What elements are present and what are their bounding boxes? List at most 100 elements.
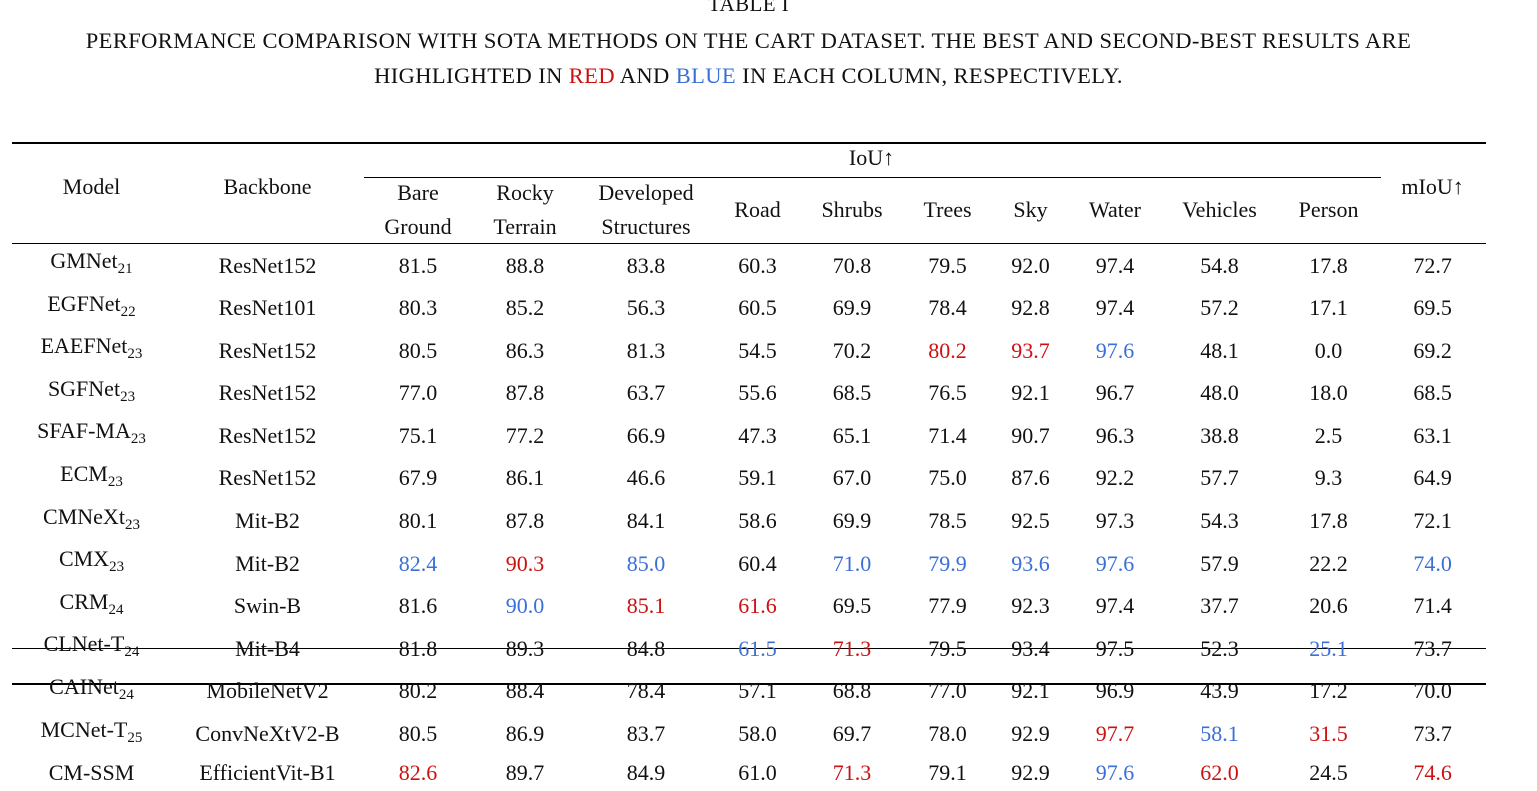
cell-backbone: EfficientVit-B1 <box>199 760 336 786</box>
header-model: Model <box>62 174 121 199</box>
cell-iou: 60.3 <box>738 252 777 278</box>
cell-iou: 17.8 <box>1309 252 1348 278</box>
header-class-line1: Developed <box>598 180 694 205</box>
cell-iou: 20.6 <box>1309 593 1348 619</box>
header-class-line1: Vehicles <box>1182 197 1257 222</box>
cell-iou: 96.7 <box>1095 380 1135 406</box>
cell-model: CLNet-T24 <box>12 627 171 670</box>
model-name: CAINet <box>49 673 119 699</box>
header-class-shrubs: Shrubs <box>801 176 903 244</box>
cell-model: EAEFNet23 <box>12 329 171 372</box>
header-class-line1: Shrubs <box>821 197 883 222</box>
cell-iou: 80.2 <box>398 678 438 704</box>
cell-iou: 22.2 <box>1309 550 1348 576</box>
header-class-water: Water <box>1069 176 1161 244</box>
cell-iou: 18.0 <box>1309 380 1348 406</box>
model-year-subscript: 24 <box>108 601 124 618</box>
model-year-subscript: 24 <box>124 644 140 661</box>
header-class-sky: Sky <box>992 176 1069 244</box>
cell-iou: 71.4 <box>928 422 967 448</box>
cell-iou: 69.9 <box>832 508 872 534</box>
cell-iou: 70.2 <box>832 337 872 363</box>
cell-miou: 73.7 <box>1413 635 1452 661</box>
cell-iou: 79.5 <box>928 252 967 278</box>
cell-miou: 63.1 <box>1413 422 1452 448</box>
cell-iou: 90.7 <box>1011 422 1050 448</box>
header-iou-group: IoU↑ <box>848 145 895 170</box>
cell-iou: 80.5 <box>398 721 438 747</box>
model-name: ECM <box>60 460 108 486</box>
top-rule <box>12 142 1486 144</box>
table-row: GMNet21 ResNet152 81.5 88.8 83.8 60.3 70.8 79.5… <box>12 244 1486 287</box>
cell-model: CRM24 <box>12 585 171 628</box>
model-name: SGFNet <box>47 375 121 401</box>
model-year-subscript: 23 <box>124 516 140 533</box>
cell-iou: 92.3 <box>1011 593 1050 619</box>
cell-iou: 68.5 <box>832 380 872 406</box>
cell-iou: 63.7 <box>626 380 666 406</box>
cell-iou: 96.9 <box>1095 678 1135 704</box>
cell-model: ECM23 <box>12 457 171 500</box>
header-class-vehicles: Vehicles <box>1161 176 1278 244</box>
cell-backbone: ResNet152 <box>218 465 317 491</box>
cell-iou: 54.5 <box>738 337 777 363</box>
caption-text-c: IN EACH COLUMN, RESPECTIVELY. <box>736 63 1123 88</box>
cell-iou: 77.0 <box>398 380 438 406</box>
cell-miou: 69.5 <box>1413 295 1452 321</box>
header-class-trees: Trees <box>903 176 992 244</box>
table-row: SFAF-MA23 ResNet152 75.1 77.2 66.9 47.3 65.1 71… <box>12 414 1486 457</box>
model-name: CRM <box>59 588 109 614</box>
cell-iou: 69.5 <box>832 593 872 619</box>
cell-iou: 25.1 <box>1309 635 1348 661</box>
model-year-subscript: 23 <box>130 431 146 448</box>
header-bottom-rule <box>12 243 1486 244</box>
cell-iou: 57.7 <box>1200 465 1239 491</box>
cell-model: GMNet21 <box>12 244 171 287</box>
cell-iou: 97.4 <box>1095 252 1135 278</box>
cell-iou: 54.8 <box>1200 252 1239 278</box>
cell-iou: 93.4 <box>1011 635 1050 661</box>
cell-iou: 93.6 <box>1011 550 1050 576</box>
cell-iou: 86.9 <box>505 721 545 747</box>
header-class-line2: Terrain <box>493 214 557 239</box>
cell-iou: 0.0 <box>1314 337 1343 363</box>
cell-iou: 80.5 <box>398 337 438 363</box>
cell-iou: 85.1 <box>626 593 666 619</box>
model-year-subscript: 22 <box>120 303 136 320</box>
cell-backbone: ResNet152 <box>218 252 317 278</box>
cell-model: CMX23 <box>12 542 171 585</box>
cell-iou: 69.7 <box>832 721 872 747</box>
cell-iou: 54.3 <box>1200 508 1239 534</box>
cell-iou: 85.2 <box>505 295 545 321</box>
cell-miou: 70.0 <box>1413 678 1452 704</box>
header-class-line1: Sky <box>1013 197 1048 222</box>
cell-backbone: ResNet101 <box>218 295 317 321</box>
cell-iou: 60.5 <box>738 295 777 321</box>
cell-miou: 74.0 <box>1413 550 1452 576</box>
table-row: EAEFNet23 ResNet152 80.5 86.3 81.3 54.5 70.2 80… <box>12 329 1486 372</box>
table-label: TABLE I <box>707 0 790 16</box>
cell-iou: 77.2 <box>505 422 545 448</box>
iou-group-rule <box>364 177 1381 178</box>
cell-iou: 62.0 <box>1200 760 1239 786</box>
cell-iou: 93.7 <box>1011 337 1050 363</box>
cell-iou: 67.0 <box>832 465 872 491</box>
cell-iou: 56.3 <box>626 295 666 321</box>
cell-iou: 70.8 <box>832 252 872 278</box>
cell-miou: 72.1 <box>1413 508 1452 534</box>
cell-iou: 58.0 <box>738 721 777 747</box>
cell-miou: 64.9 <box>1413 465 1452 491</box>
header-class-line2: Ground <box>384 214 452 239</box>
table-caption-line1: PERFORMANCE COMPARISON WITH SOTA METHODS… <box>85 28 1412 53</box>
cell-backbone: ResNet152 <box>218 337 317 363</box>
cell-iou: 97.4 <box>1095 593 1135 619</box>
table-row-final: CM-SSM EfficientVit-B1 82.6 89.7 84.9 61.0 71.… <box>12 755 1486 791</box>
model-name: EAEFNet <box>40 333 128 359</box>
cell-iou: 61.0 <box>738 760 777 786</box>
cell-iou: 46.6 <box>626 465 666 491</box>
cell-iou: 87.8 <box>505 380 545 406</box>
table-row: CRM24 Swin-B 81.6 90.0 85.1 61.6 69.5 77.9 92.3 9… <box>12 585 1486 628</box>
model-name: MCNet-T <box>40 716 128 742</box>
cell-iou: 67.9 <box>398 465 438 491</box>
cell-iou: 84.8 <box>626 635 666 661</box>
